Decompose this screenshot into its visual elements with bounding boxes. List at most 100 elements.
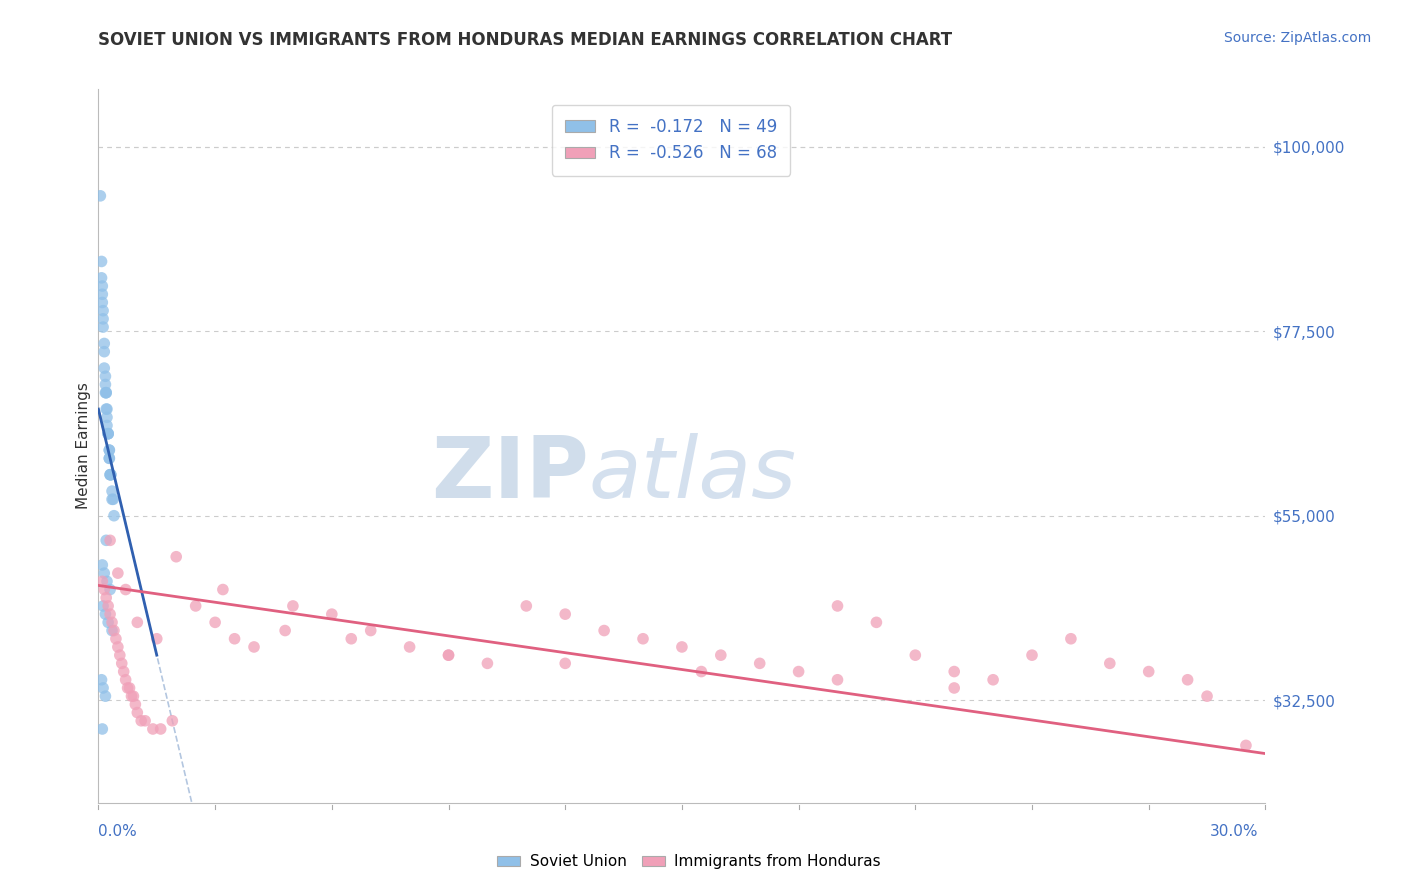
Point — [98, 451, 121, 466]
Point — [98, 467, 121, 482]
Point — [340, 632, 363, 646]
Point — [554, 657, 576, 671]
Point — [1060, 632, 1083, 646]
Legend: R =  -0.172   N = 49, R =  -0.526   N = 68: R = -0.172 N = 49, R = -0.526 N = 68 — [553, 104, 790, 176]
Point — [321, 607, 343, 622]
Point — [98, 533, 121, 548]
Y-axis label: Median Earnings: Median Earnings — [76, 383, 91, 509]
Point — [1177, 673, 1199, 687]
Text: atlas: atlas — [589, 433, 797, 516]
Point — [107, 566, 129, 581]
Point — [97, 426, 120, 441]
Point — [904, 648, 927, 662]
Point — [90, 270, 112, 285]
Point — [91, 681, 114, 695]
Point — [103, 508, 125, 523]
Point — [91, 295, 114, 310]
Point — [97, 599, 120, 613]
Point — [631, 632, 654, 646]
Point — [91, 320, 114, 334]
Point — [96, 574, 118, 589]
Point — [97, 426, 120, 441]
Point — [93, 361, 115, 376]
Point — [593, 624, 616, 638]
Point — [281, 599, 304, 613]
Point — [398, 640, 420, 654]
Point — [477, 657, 499, 671]
Point — [94, 689, 117, 703]
Point — [100, 467, 122, 482]
Point — [149, 722, 172, 736]
Point — [107, 640, 129, 654]
Point — [96, 591, 118, 605]
Text: Source: ZipAtlas.com: Source: ZipAtlas.com — [1223, 31, 1371, 45]
Point — [118, 681, 141, 695]
Point — [96, 533, 118, 548]
Point — [97, 426, 120, 441]
Point — [1098, 657, 1121, 671]
Point — [124, 698, 146, 712]
Point — [121, 689, 143, 703]
Point — [1137, 665, 1160, 679]
Point — [101, 492, 124, 507]
Point — [111, 657, 134, 671]
Legend: Soviet Union, Immigrants from Honduras: Soviet Union, Immigrants from Honduras — [491, 848, 887, 875]
Point — [89, 189, 111, 203]
Point — [981, 673, 1004, 687]
Point — [360, 624, 382, 638]
Point — [114, 673, 136, 687]
Point — [162, 714, 184, 728]
Point — [1234, 739, 1257, 753]
Point — [865, 615, 887, 630]
Text: 30.0%: 30.0% — [1211, 824, 1258, 838]
Point — [94, 369, 117, 384]
Point — [90, 673, 112, 687]
Point — [112, 665, 135, 679]
Point — [91, 599, 114, 613]
Text: ZIP: ZIP — [430, 433, 589, 516]
Point — [98, 607, 121, 622]
Point — [91, 279, 114, 293]
Point — [97, 615, 120, 630]
Point — [100, 467, 122, 482]
Point — [146, 632, 169, 646]
Point — [122, 689, 145, 703]
Point — [101, 615, 124, 630]
Point — [204, 615, 226, 630]
Point — [274, 624, 297, 638]
Point — [515, 599, 537, 613]
Point — [127, 706, 149, 720]
Point — [827, 673, 849, 687]
Point — [114, 582, 136, 597]
Point — [93, 582, 115, 597]
Point — [437, 648, 460, 662]
Point — [96, 418, 118, 433]
Point — [91, 558, 114, 572]
Point — [787, 665, 810, 679]
Point — [690, 665, 713, 679]
Point — [1021, 648, 1043, 662]
Point — [437, 648, 460, 662]
Point — [101, 624, 124, 638]
Point — [104, 632, 127, 646]
Point — [710, 648, 733, 662]
Point — [142, 722, 165, 736]
Point — [129, 714, 152, 728]
Point — [165, 549, 187, 564]
Point — [96, 385, 118, 400]
Point — [108, 648, 131, 662]
Point — [94, 385, 117, 400]
Point — [91, 574, 114, 589]
Point — [943, 681, 966, 695]
Point — [943, 665, 966, 679]
Point — [94, 607, 117, 622]
Point — [243, 640, 266, 654]
Point — [93, 336, 115, 351]
Point — [91, 722, 114, 736]
Point — [103, 624, 125, 638]
Point — [184, 599, 207, 613]
Point — [96, 410, 118, 425]
Point — [98, 443, 121, 458]
Point — [98, 467, 121, 482]
Text: SOVIET UNION VS IMMIGRANTS FROM HONDURAS MEDIAN EARNINGS CORRELATION CHART: SOVIET UNION VS IMMIGRANTS FROM HONDURAS… — [98, 31, 952, 49]
